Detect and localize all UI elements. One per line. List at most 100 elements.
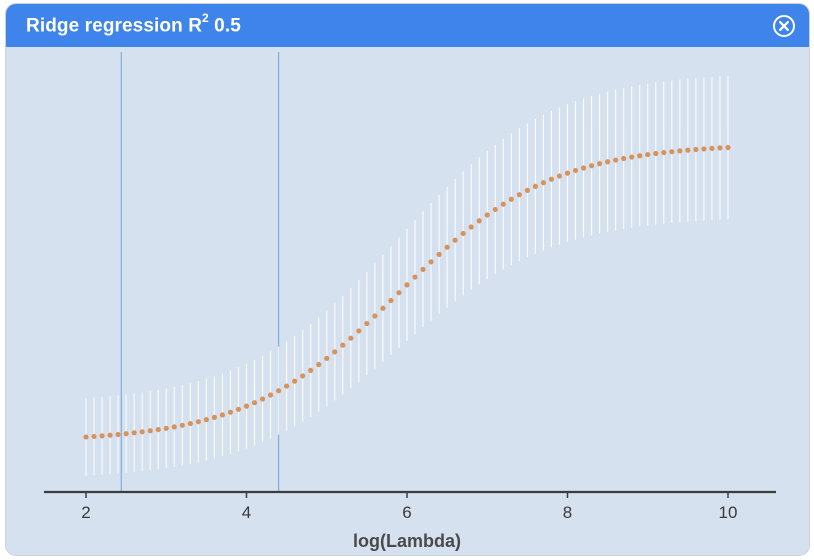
data-point — [725, 144, 731, 151]
data-point — [637, 153, 643, 159]
plot-window: Ridge regression R2 0.5 2 4 6 8 10 log(Lambd… — [6, 4, 809, 555]
data-point — [669, 149, 675, 155]
data-point — [187, 420, 193, 427]
data-point — [717, 145, 723, 151]
data-point — [693, 146, 699, 153]
data-point — [300, 373, 306, 379]
ridge-regression-chart: 2 4 6 8 10 log(Lambda) — [44, 52, 776, 551]
data-point — [316, 361, 322, 368]
data-point — [709, 145, 715, 151]
data-point — [227, 409, 234, 415]
x-tick-label: 10 — [719, 503, 738, 522]
data-point — [123, 431, 129, 437]
data-points — [83, 144, 731, 440]
data-point — [564, 170, 571, 176]
title-bar: Ridge regression R2 0.5 — [6, 4, 809, 47]
data-point — [364, 320, 370, 327]
data-point — [396, 290, 402, 296]
data-point — [276, 388, 282, 394]
close-button[interactable] — [772, 14, 796, 38]
data-point — [243, 403, 250, 409]
data-point — [267, 392, 274, 398]
data-point — [645, 151, 651, 158]
data-point — [685, 147, 691, 153]
data-point — [251, 400, 258, 406]
title-value: 0.5 — [208, 15, 241, 37]
x-tick-label: 4 — [242, 503, 251, 522]
data-point — [476, 218, 482, 224]
data-point — [259, 396, 266, 402]
data-point — [508, 196, 514, 202]
data-point — [356, 328, 362, 334]
data-point — [83, 434, 89, 440]
data-point — [107, 432, 113, 438]
data-point — [460, 230, 466, 237]
data-point — [292, 378, 298, 384]
data-point — [444, 244, 450, 250]
data-point — [91, 433, 97, 440]
data-point — [115, 431, 121, 438]
data-point — [324, 355, 330, 361]
data-point — [597, 161, 603, 167]
title-superscript: 2 — [202, 11, 209, 26]
x-tick-label: 2 — [81, 503, 90, 522]
x-tick-label: 8 — [563, 503, 572, 522]
data-point — [235, 406, 242, 412]
data-point — [588, 163, 595, 169]
data-point — [147, 428, 153, 434]
data-point — [203, 417, 209, 423]
plot-area: 2 4 6 8 10 log(Lambda) — [6, 47, 809, 555]
data-point — [388, 297, 394, 304]
data-point — [605, 159, 611, 165]
data-point — [548, 176, 555, 182]
data-point — [131, 430, 137, 436]
data-point — [171, 424, 177, 430]
data-point — [516, 192, 522, 198]
data-point — [348, 335, 354, 341]
x-tick-label: 6 — [402, 503, 411, 522]
data-point — [412, 274, 418, 280]
data-point — [556, 173, 563, 179]
data-point — [179, 422, 185, 428]
data-point — [661, 149, 667, 156]
data-point — [492, 206, 498, 213]
data-point — [629, 154, 635, 160]
data-point — [163, 425, 169, 431]
data-point — [139, 429, 145, 435]
data-point — [677, 148, 683, 154]
data-point — [99, 433, 105, 439]
x-axis-ticks: 2 4 6 8 10 — [81, 492, 737, 522]
data-point — [701, 146, 707, 152]
data-point — [340, 342, 346, 348]
data-point — [308, 367, 314, 373]
data-point — [572, 167, 579, 174]
x-axis-label: log(Lambda) — [353, 531, 461, 551]
data-point — [532, 183, 539, 189]
data-point — [420, 266, 426, 272]
data-point — [452, 237, 458, 243]
data-point — [524, 187, 530, 193]
data-point — [580, 165, 587, 171]
data-point — [500, 201, 506, 207]
data-point — [195, 419, 201, 425]
close-circle-icon — [773, 15, 795, 37]
window-title: Ridge regression R2 0.5 — [26, 11, 241, 37]
data-point — [332, 349, 338, 355]
data-point — [219, 412, 226, 418]
data-point — [372, 313, 378, 319]
title-text: Ridge regression R — [26, 15, 203, 37]
data-point — [380, 305, 386, 311]
error-bars — [85, 75, 729, 476]
data-point — [284, 383, 290, 389]
data-point — [155, 426, 161, 433]
data-point — [613, 157, 619, 163]
data-point — [436, 251, 442, 257]
data-point — [540, 180, 547, 186]
data-point — [484, 212, 490, 218]
data-point — [404, 282, 410, 288]
data-point — [653, 150, 659, 157]
data-point — [621, 155, 627, 162]
data-point — [428, 259, 434, 265]
data-point — [211, 414, 217, 420]
data-point — [468, 224, 474, 230]
